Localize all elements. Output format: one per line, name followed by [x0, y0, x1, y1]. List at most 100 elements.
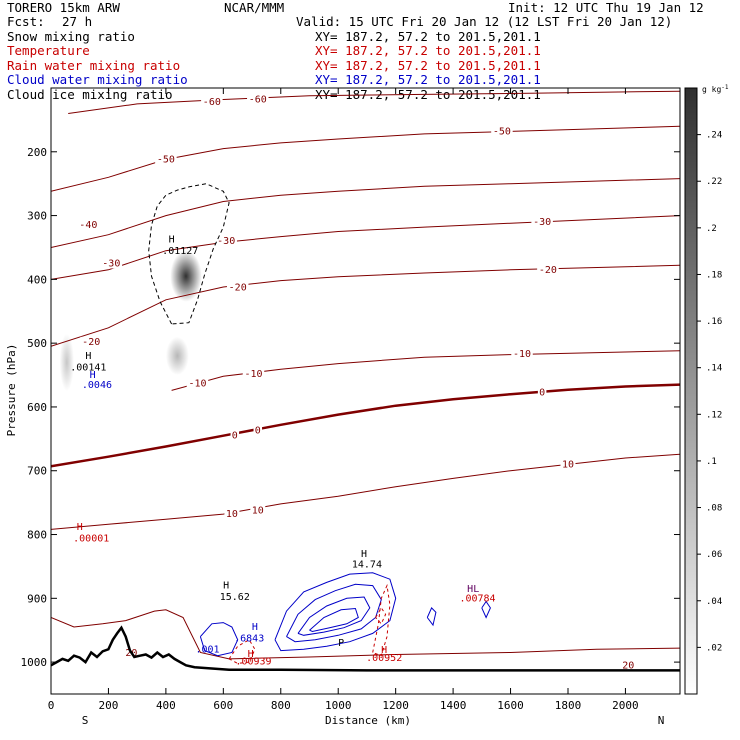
isotherm-label-bg-6-0 [230, 430, 240, 441]
annotation-13: .6843 [234, 634, 264, 645]
isotherm-label-4-0: -20 [82, 337, 100, 348]
isotherm-label-6-1: 0 [255, 426, 261, 437]
field-cloudice-name: Cloud ice mixing ratio [7, 87, 173, 102]
isotherm-label-3-1: -30 [217, 236, 235, 247]
isotherm-label-0-1: -60 [249, 94, 267, 105]
isotherm-line-8 [51, 609, 680, 660]
init-time: Init: 12 UTC Thu 19 Jan 12 [508, 0, 704, 15]
y-tick-label-3: 500 [27, 337, 47, 350]
colorbar-gradient [684, 87, 698, 695]
isotherm-label-1-1: -50 [493, 126, 511, 137]
colorbar-label-3: .18 [706, 270, 722, 280]
rain-water-contours [228, 583, 391, 664]
isotherm-line-7 [51, 453, 680, 530]
annotation-20: HL [467, 584, 479, 595]
isotherm-label-8-1: 20 [622, 660, 634, 671]
isotherm-label-4-1: -20 [229, 283, 247, 294]
colorbar-label-8: .08 [706, 504, 722, 514]
annotation-14: .001 [195, 645, 219, 656]
cloud-water-ring-1 [274, 572, 397, 652]
isotherm-label-bg-6-2 [537, 387, 547, 398]
y-tick-label-2: 400 [27, 273, 47, 286]
isotherm-label-bg-6-1 [253, 425, 263, 436]
annotation-10: H [361, 549, 367, 560]
colorbar-label-11: .02 [706, 643, 722, 653]
annotation-0: H [169, 234, 175, 245]
isotherm-label-7-0: 10 [226, 509, 238, 520]
isotherm-line-6 [51, 383, 680, 468]
x-tick-label-1: 200 [99, 699, 119, 712]
forecast-label: Fcst: [7, 14, 45, 29]
x-tick-label-9: 1800 [555, 699, 582, 712]
field-temperature-name: Temperature [7, 43, 90, 58]
isotherm-label-bg-5-2 [511, 349, 533, 360]
annotation-18: .00952 [366, 653, 402, 664]
isotherm-label-bg-4-2 [537, 264, 559, 275]
annotation-2: H [85, 351, 91, 362]
annotation-1: .01127 [162, 246, 198, 257]
annotation-5: .0046 [82, 380, 112, 391]
isotherm-line-4 [51, 264, 680, 347]
isotherm-label-0-0: -60 [203, 97, 221, 108]
isotherm-label-5-0: -10 [188, 378, 206, 389]
isotherm-label-bg-1-1 [491, 126, 513, 137]
colorbar-label-7: .1 [706, 457, 717, 467]
ice-contour-line [148, 183, 230, 325]
y-tick-label-5: 700 [27, 465, 47, 478]
snow-shade-2 [59, 333, 74, 391]
isotherm-label-bg-1-0 [155, 154, 177, 165]
isotherm-label-bg-5-1 [242, 368, 265, 379]
isotherm-label-6-0: 0 [232, 431, 238, 442]
cloud-water-ring-0 [199, 622, 239, 657]
isotherm-label-bg-4-1 [226, 282, 249, 293]
isotherm-line-2 [51, 178, 680, 248]
isotherm-line-0 [68, 90, 680, 114]
valid-time: Valid: 15 UTC Fri 20 Jan 12 (12 LST Fri … [296, 14, 673, 29]
annotation-8: H [223, 581, 229, 592]
cloud-water-ring-6 [481, 600, 491, 619]
x-axis-label: Distance (km) [325, 714, 411, 727]
field-snow-xy: XY= 187.2, 57.2 to 201.5,201.1 [315, 29, 541, 44]
isotherm-label-bg-7-1 [250, 505, 266, 516]
isotherm-label-bg-2-0 [77, 220, 100, 231]
annotation-12: H [252, 622, 258, 633]
isotherm-label-7-2: 10 [562, 459, 574, 470]
isotherm-label-bg-3-2 [531, 216, 553, 227]
annotation-6: H [77, 522, 83, 533]
cloud-water-ring-3 [297, 596, 371, 636]
x-axis-ticks: 0 200 400 600 800 1000 1200 1400 1600 1800 2000 [48, 88, 639, 712]
plot-frame [50, 87, 681, 695]
terrain-polyline [51, 625, 680, 672]
x-tick-label-6: 1200 [382, 699, 409, 712]
isotherm-label-bg-5-0 [186, 378, 209, 389]
annotation-19: P [338, 638, 344, 649]
colorbar-label-10: .04 [706, 597, 722, 607]
colorbar-label-2: .2 [706, 224, 717, 234]
snow-shade-0 [170, 250, 202, 302]
annotation-9: 15.62 [220, 592, 250, 603]
colorbar-label-1: .22 [706, 177, 722, 187]
forecast-hours: 27 h [62, 14, 93, 29]
y-axis-label: Pressure (hPa) [5, 344, 18, 437]
field-cloudwater-name: Cloud water mixing ratio [7, 72, 188, 87]
extrema-annotations: H.01127H.00141H.0046H.00001H15.62H14.74H… [70, 234, 495, 667]
y-tick-label-4: 600 [27, 401, 47, 414]
isotherm-label-bg-7-2 [560, 459, 576, 470]
annotation-21: .00784 [459, 594, 495, 605]
y-tick-label-7: 900 [27, 592, 47, 605]
colorbar-label-6: .12 [706, 410, 722, 420]
isotherm-label-bg-0-1 [247, 94, 269, 105]
isotherm-label-6-2: 0 [539, 387, 545, 398]
isotherm-line-5 [171, 350, 680, 391]
cloud-water-ring-2 [286, 583, 382, 643]
cloud-water-ring-4 [309, 607, 359, 633]
annotation-15: H [248, 649, 254, 660]
temperature-isotherms: -60 -60 -50 -50 -40 -30 -30 -30 -20 -20 -20 -10 -10 -… [51, 90, 680, 671]
isotherm-label-5-1: -10 [244, 369, 262, 380]
y-tick-label-8: 1000 [21, 656, 48, 669]
field-snow-name: Snow mixing ratio [7, 29, 135, 44]
field-cloudwater-xy: XY= 187.2, 57.2 to 201.5,201.1 [315, 72, 541, 87]
center-name: NCAR/MMM [224, 0, 285, 15]
isotherm-label-5-2: -10 [513, 349, 531, 360]
